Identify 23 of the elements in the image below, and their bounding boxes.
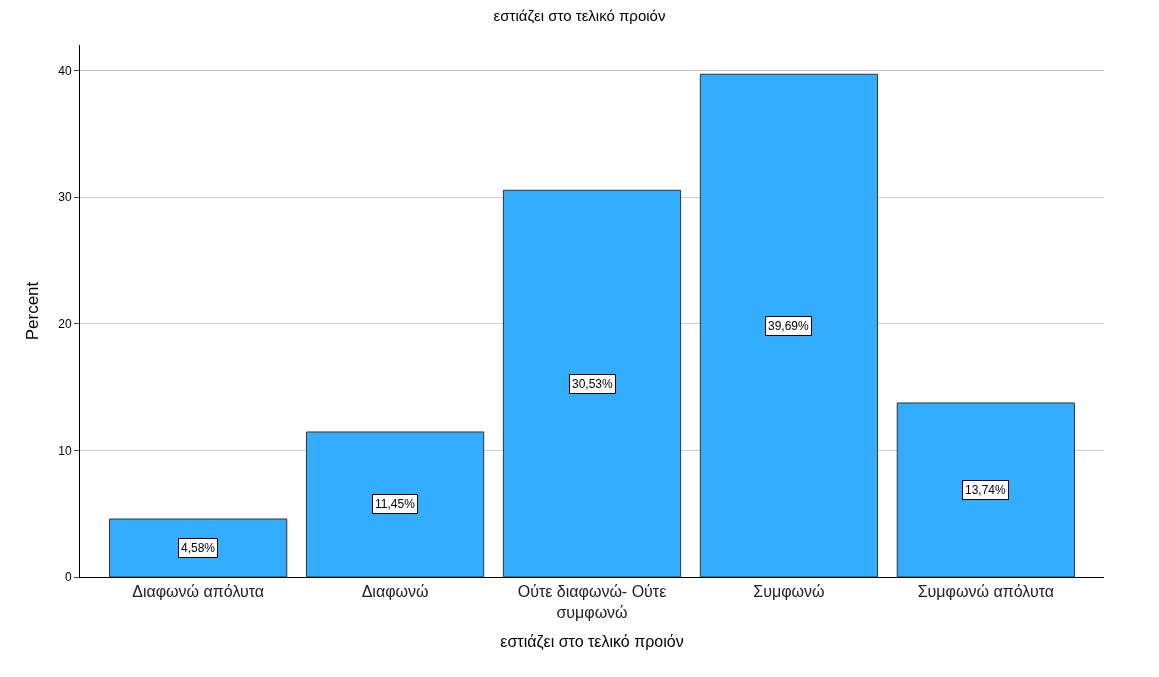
y-tick-label: 10 xyxy=(58,443,72,458)
y-tick-label: 30 xyxy=(58,190,72,205)
chart-title: εστιάζει στο τελικό προιόν xyxy=(493,6,666,24)
bar xyxy=(109,518,288,577)
x-axis-title: εστιάζει στο τελικό προιόν xyxy=(500,632,684,651)
x-tick-label: Διαφωνώ απόλυτα xyxy=(132,583,265,601)
data-label: 4,58% xyxy=(181,541,216,555)
data-label: 13,74% xyxy=(965,483,1007,497)
bar xyxy=(305,431,485,577)
y-axis-title: Percent xyxy=(22,281,42,341)
bar xyxy=(502,189,682,577)
y-tick-label: 20 xyxy=(58,316,72,331)
data-label: 39,69% xyxy=(768,319,810,333)
x-tick-label: Ούτε διαφωνώ- Ούτε συμφωνώ xyxy=(517,583,667,621)
y-tick-label: 40 xyxy=(58,63,72,78)
x-tick-label: Συμφωνώ xyxy=(753,583,825,601)
y-tick-label: 0 xyxy=(64,570,72,585)
x-tick-label: Συμφωνώ απόλυτα xyxy=(917,583,1054,601)
data-label: 30,53% xyxy=(572,377,614,391)
x-tick-label: Διαφωνώ xyxy=(361,583,429,601)
bar xyxy=(699,73,879,577)
data-label: 11,45% xyxy=(375,497,416,511)
bar xyxy=(896,402,1075,577)
